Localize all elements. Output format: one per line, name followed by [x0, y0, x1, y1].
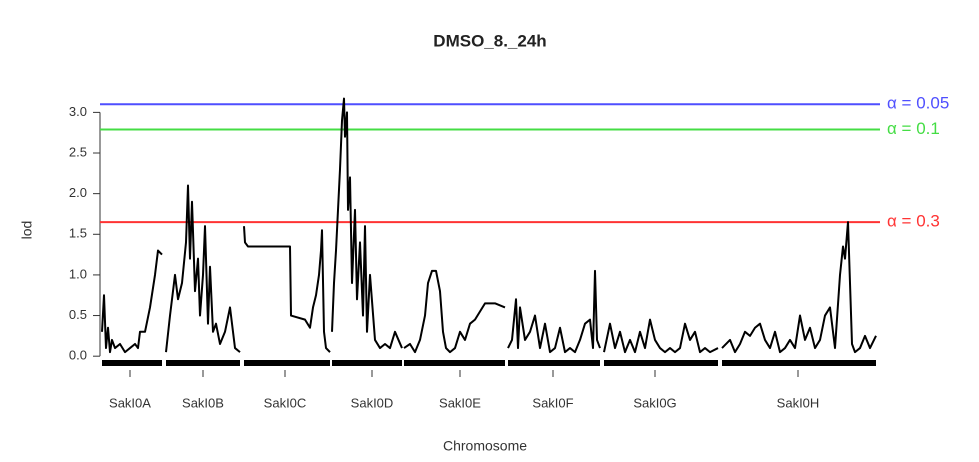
lod-line [721, 221, 877, 354]
lod-line [507, 269, 601, 354]
y-axis-label: lod [19, 221, 35, 240]
x-tick-label: SakI0E [439, 395, 481, 410]
threshold-label: α = 0.3 [887, 212, 940, 231]
x-tick-label: SakI0F [532, 395, 573, 410]
y-tick-label: 0.5 [69, 307, 87, 322]
y-tick-label: 2.0 [69, 185, 87, 200]
y-tick-label: 2.5 [69, 144, 87, 159]
chart-title: DMSO_8._24h [433, 31, 546, 50]
y-tick-label: 3.0 [69, 104, 87, 119]
threshold-label: α = 0.1 [887, 119, 940, 138]
x-tick-label: SakI0H [777, 395, 820, 410]
x-tick-label: SakI0A [109, 395, 151, 410]
y-tick-label: 0.0 [69, 348, 87, 363]
x-tick-label: SakI0G [633, 395, 676, 410]
lod-line [603, 318, 719, 354]
lod-line [331, 97, 403, 350]
lod-line [403, 269, 506, 354]
lod-line [165, 184, 241, 353]
x-axis-label: Chromosome [443, 438, 527, 454]
y-tick-label: 1.0 [69, 266, 87, 281]
lod-line [101, 249, 163, 354]
threshold-label: α = 0.05 [887, 94, 949, 113]
lod-line [243, 226, 331, 353]
x-tick-label: SakI0C [264, 395, 307, 410]
y-tick-label: 1.5 [69, 226, 87, 241]
x-tick-label: SakI0D [351, 395, 394, 410]
x-tick-label: SakI0B [182, 395, 224, 410]
